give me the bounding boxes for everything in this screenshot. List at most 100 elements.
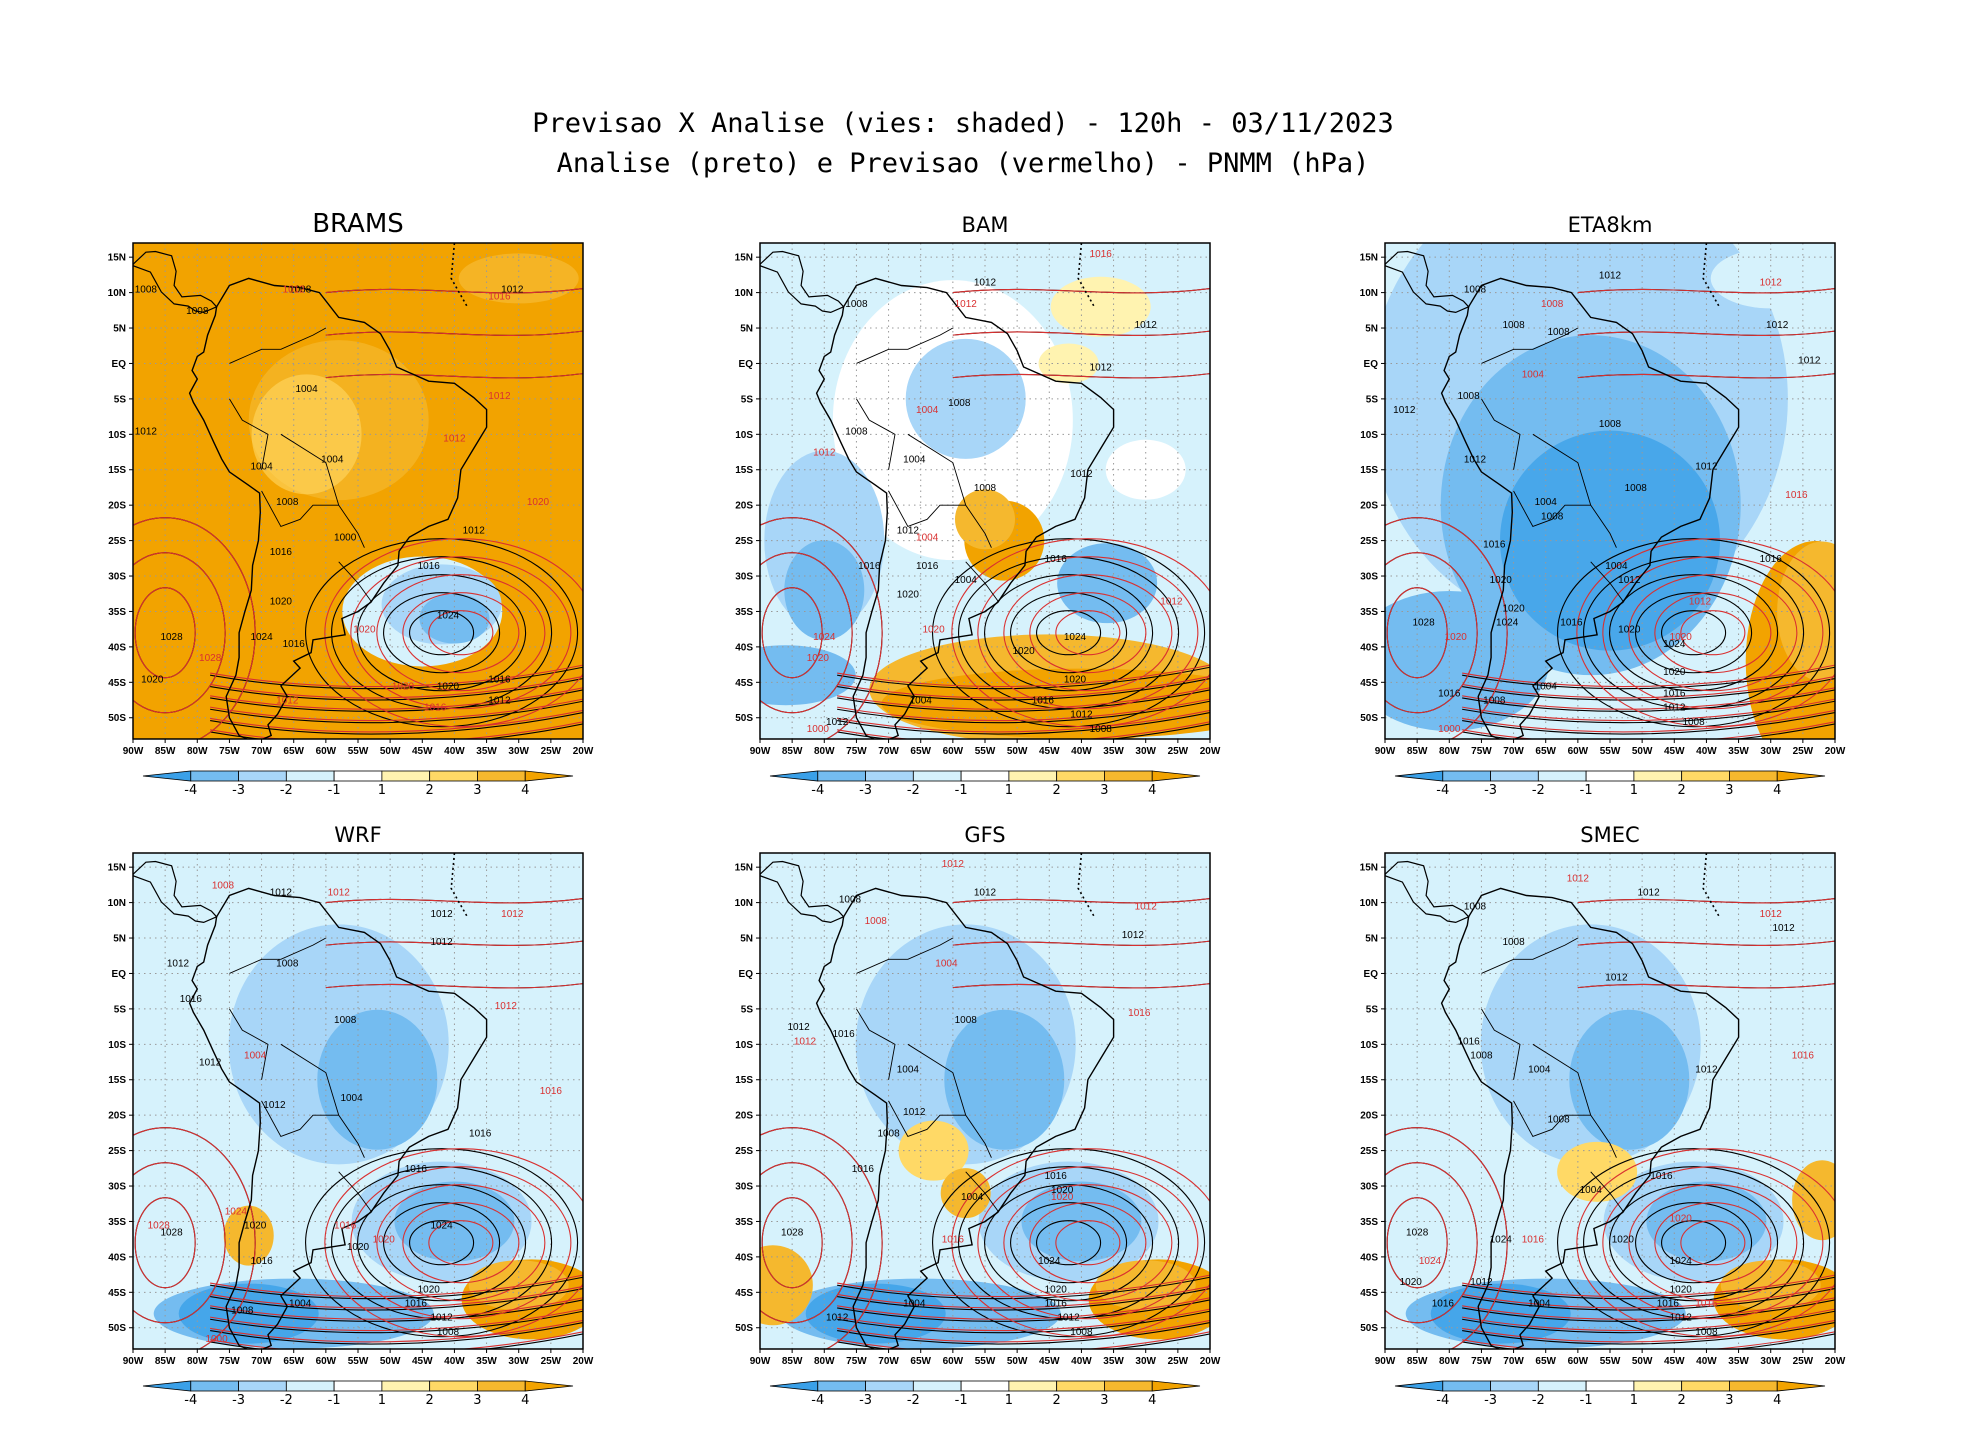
colorbar-label: 3 [1100, 1393, 1108, 1408]
analysis-isobar-label: 1020 [1400, 1277, 1423, 1288]
lon-tick-label: 85W [155, 1356, 176, 1367]
colorbar-swatch [1776, 770, 1826, 782]
analysis-isobar [1036, 610, 1102, 656]
colorbar-label: -1 [1580, 783, 1593, 798]
lat-tick-label: 45S [1360, 1288, 1378, 1299]
forecast-isobar [134, 587, 196, 679]
analysis-isobar-label: 1020 [1045, 1284, 1068, 1295]
colorbar-label: -1 [328, 783, 341, 798]
colorbar-swatch [1490, 1380, 1539, 1392]
bias-patch [1557, 1141, 1638, 1202]
lat-tick-label: 10N [1360, 288, 1378, 299]
forecast-isobar-label: 1016 [1522, 1235, 1545, 1246]
bias-patch [1050, 276, 1151, 337]
analysis-isobar-label: 1024 [430, 1221, 453, 1232]
analysis-isobar-label: 1024 [1038, 1256, 1061, 1267]
colorbar-swatch [1776, 1380, 1826, 1392]
forecast-isobar [1576, 538, 1835, 728]
forecast-isobar [325, 373, 583, 379]
colorbar-label: -2 [280, 1393, 293, 1408]
forecast-isobar [837, 1285, 1210, 1309]
analysis-isobar-label: 1016 [916, 561, 939, 572]
colorbar-swatch [1585, 1380, 1635, 1392]
analysis-isobar [409, 1220, 475, 1266]
forecast-isobar-label: 1004 [916, 533, 939, 544]
analysis-isobar-label: 1012 [1605, 973, 1628, 984]
analysis-isobar [210, 689, 583, 712]
lon-tick-label: 65W [910, 1356, 931, 1367]
colorbar-swatch [1681, 1380, 1730, 1392]
colorbar-swatch [1442, 770, 1491, 782]
boundary-line [450, 853, 468, 918]
forecast-isobar [210, 1319, 583, 1343]
forecast-isobar [210, 1297, 583, 1320]
colorbar-label: 1 [1005, 783, 1013, 798]
analysis-isobar-label: 1020 [437, 681, 460, 692]
bias-patch [944, 1009, 1065, 1150]
analysis-isobar-label: 1008 [845, 299, 868, 310]
lat-tick-label: 20S [108, 1111, 126, 1122]
forecast-isobar [1577, 330, 1835, 336]
forecast-isobar [1029, 1202, 1147, 1284]
lon-tick-label: 20W [1200, 746, 1221, 757]
forecast-isobar [761, 587, 823, 679]
lat-tick-label: 30S [1360, 1182, 1378, 1193]
forecast-isobar-label: 1012 [283, 285, 306, 296]
analysis-isobar-label: 1012 [1798, 355, 1821, 366]
lat-tick-label: 45S [108, 1288, 126, 1299]
analysis-isobar-label: 1012 [826, 1313, 849, 1324]
boundary-line [1077, 853, 1095, 918]
forecast-isobar-label: 1000 [205, 1334, 228, 1345]
lon-tick-label: 60W [1568, 746, 1589, 757]
forecast-isobar-label: 1012 [1567, 873, 1590, 884]
lon-tick-label: 75W [219, 746, 240, 757]
analysis-isobar [210, 1322, 583, 1345]
country-border [1481, 327, 1579, 364]
analysis-isobar [383, 1202, 501, 1284]
forecast-isobar [1654, 592, 1772, 674]
forecast-isobar [837, 675, 1210, 699]
lat-tick-label: 15N [108, 863, 126, 874]
forecast-isobar [210, 687, 583, 710]
forecast-isobar [1576, 1148, 1835, 1338]
analysis-isobar-label: 1008 [135, 285, 158, 296]
colorbar: -4 -3 -2 -1 1 2 3 4 [142, 1380, 574, 1408]
forecast-isobar-label: 1020 [807, 653, 830, 664]
analysis-isobar-label: 1020 [1502, 603, 1525, 614]
lat-tick-label: EQ [1364, 969, 1379, 980]
lon-tick-label: 85W [782, 1356, 803, 1367]
country-border [338, 1171, 372, 1212]
forecast-isobar [952, 330, 1210, 336]
lat-tick-label: 15N [1360, 863, 1378, 874]
forecast-isobar [1680, 610, 1746, 656]
analysis-isobar [837, 678, 1210, 701]
forecast-isobar [837, 1308, 1210, 1332]
forecast-isobar [837, 721, 1210, 739]
analysis-isobar [210, 678, 583, 701]
analysis-isobar-label: 1020 [1663, 667, 1686, 678]
analysis-isobar-label: 1024 [1490, 1235, 1513, 1246]
analysis-isobar-label: 1012 [1070, 710, 1093, 721]
analysis-isobar-label: 1020 [1670, 1284, 1693, 1295]
analysis-isobar [1557, 1148, 1831, 1338]
analysis-isobar-label: 1016 [250, 1256, 273, 1267]
lon-tick-label: 55W [348, 1356, 369, 1367]
forecast-isobar [1577, 898, 1835, 904]
lon-tick-label: 70W [878, 1356, 899, 1367]
analysis-isobar-label: 1008 [289, 285, 312, 296]
lat-tick-label: 5S [741, 394, 754, 405]
analysis-isobar-label: 1012 [974, 278, 997, 289]
lon-tick-label: 60W [943, 1356, 964, 1367]
colorbar-swatch [1008, 1380, 1058, 1392]
country-border [1481, 937, 1579, 974]
forecast-isobar-label: 1012 [443, 433, 466, 444]
forecast-isobar [952, 898, 1210, 904]
analysis-isobar-label: 1008 [974, 483, 997, 494]
lon-tick-label: 70W [1503, 746, 1524, 757]
analysis-isobar [210, 1310, 583, 1334]
colorbar-label: 1 [378, 1393, 386, 1408]
forecast-isobar [1003, 574, 1173, 692]
panel-gfs: GFS1008101210121012101610081004101210081… [735, 823, 1221, 1408]
analysis-isobar-label: 1004 [961, 1192, 984, 1203]
